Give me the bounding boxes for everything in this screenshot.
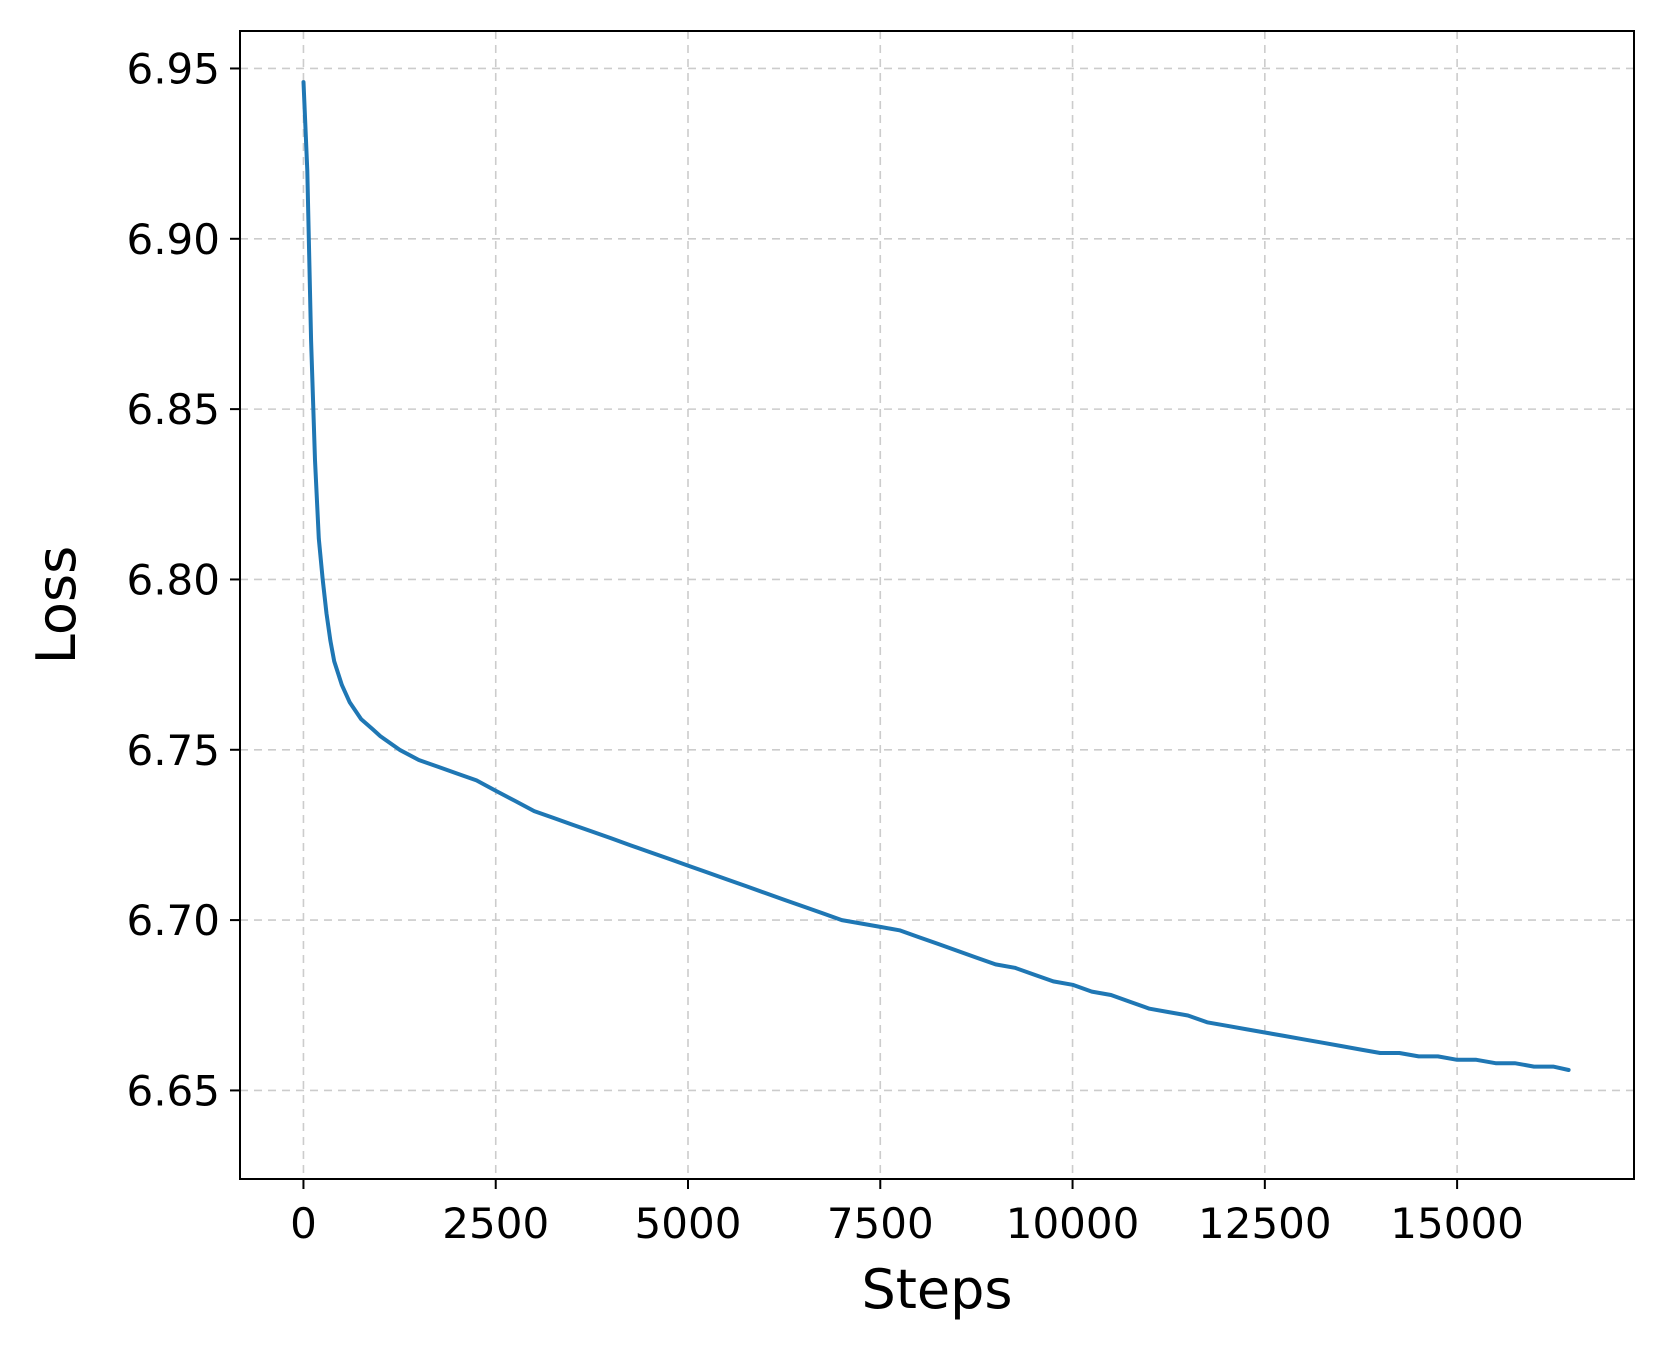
- x-tick-label: 15000: [1390, 1199, 1524, 1248]
- x-tick-label: 5000: [635, 1199, 742, 1248]
- x-tick-label: 10000: [1006, 1199, 1140, 1248]
- x-tick-label: 0: [290, 1199, 317, 1248]
- y-tick-label: 6.80: [126, 555, 220, 604]
- x-tick-label: 7500: [827, 1199, 934, 1248]
- y-tick-label: 6.85: [126, 385, 220, 434]
- series-line: [301, 80, 1571, 1072]
- x-axis-label: Steps: [861, 1258, 1012, 1321]
- y-tick-label: 6.75: [126, 726, 220, 775]
- y-axis-label: Loss: [25, 546, 88, 664]
- x-tick-label: 2500: [442, 1199, 549, 1248]
- series-layer: [301, 80, 1571, 1072]
- y-tick-label: 6.90: [126, 215, 220, 264]
- x-tick-label: 12500: [1198, 1199, 1332, 1248]
- ticks: 0 2500 5000 7500 10000 12500 15000 6.65 6.70 6.75…: [126, 44, 1523, 1248]
- y-tick-label: 6.65: [126, 1066, 220, 1115]
- y-tick-label: 6.70: [126, 896, 220, 945]
- y-tick-label: 6.95: [126, 44, 220, 93]
- grid: [240, 31, 1634, 1179]
- plot-frame: [239, 30, 1635, 1180]
